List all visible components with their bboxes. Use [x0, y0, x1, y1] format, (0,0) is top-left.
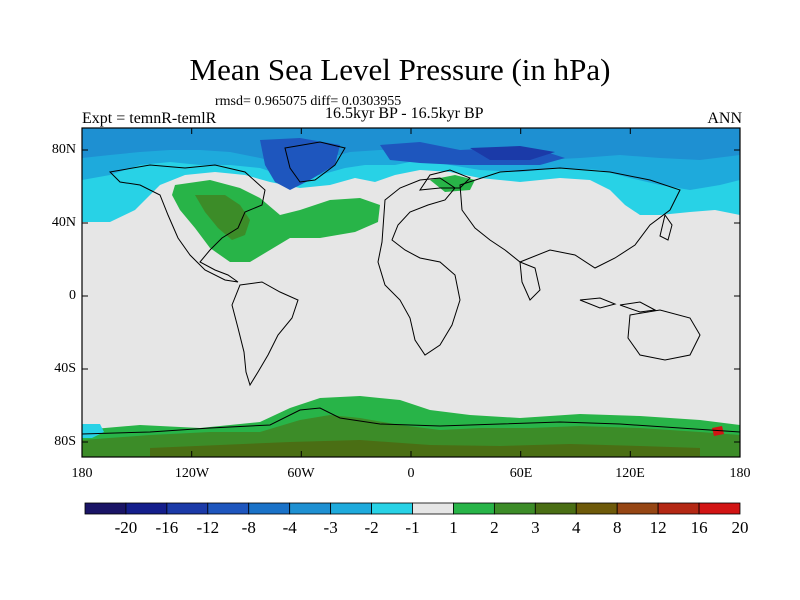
- lon-tick-label: 0: [407, 466, 415, 481]
- coastlines: [82, 141, 740, 435]
- colorbar-box: [125, 502, 168, 515]
- lon-tick-label: 180: [729, 466, 751, 481]
- season-label: ANN: [707, 110, 742, 127]
- colorbar-label: 12: [649, 518, 667, 537]
- colorbar-box: [657, 502, 700, 515]
- colorbar-box: [166, 502, 209, 515]
- lat-tick-label: 0: [69, 288, 76, 303]
- lon-tick-label: 60W: [287, 466, 315, 481]
- lat-tick-label: 80N: [51, 142, 76, 157]
- colorbar-label: -3: [323, 518, 338, 537]
- colorbar-box: [84, 502, 127, 515]
- colorbar-box: [493, 502, 536, 515]
- colorbar-label: -4: [282, 518, 297, 537]
- colorbar-label: -12: [196, 518, 220, 537]
- stats-text: rmsd= 0.965075 diff= 0.0303955: [215, 94, 402, 109]
- colorbar-label: 8: [612, 518, 622, 537]
- lat-tick-label: 40S: [54, 361, 76, 376]
- colorbar-box: [616, 502, 659, 515]
- anomaly-region-antarctic-brown: [150, 440, 700, 457]
- lon-tick-label: 120E: [615, 466, 645, 481]
- axis-ticks: [82, 128, 740, 457]
- colorbar-box: [207, 502, 250, 515]
- colorbar-label: 2: [490, 518, 499, 537]
- colorbar-box: [248, 502, 291, 515]
- anomaly-core-siberia: [470, 146, 555, 160]
- lon-tick-label: 180: [71, 466, 93, 481]
- map-title: Mean Sea Level Pressure (in hPa): [189, 52, 611, 87]
- colorbar-label: -16: [155, 518, 179, 537]
- experiment-label: Expt = temnR-temlR: [82, 110, 217, 127]
- colorbar-label: 3: [531, 518, 540, 537]
- colorbar-box: [412, 502, 454, 515]
- colorbar-box: [534, 502, 577, 515]
- anomaly-core-greenland: [260, 138, 340, 190]
- colorbar-label: 4: [572, 518, 581, 537]
- colorbar-box: [371, 502, 413, 515]
- period-label: 16.5kyr BP - 16.5kyr BP: [325, 105, 484, 122]
- colorbar-box: [575, 502, 618, 515]
- lon-tick-label: 120W: [174, 466, 210, 481]
- colorbar-label: -8: [241, 518, 256, 537]
- colorbar-box: [453, 502, 495, 515]
- lon-tick-label: 60E: [509, 466, 533, 481]
- colorbar-label: -1: [405, 518, 420, 537]
- colorbar-box: [698, 502, 741, 515]
- colorbar-label: 1: [449, 518, 458, 537]
- colorbar-label: -20: [114, 518, 138, 537]
- colorbar-box: [289, 502, 332, 515]
- lat-tick-label: 40N: [51, 215, 76, 230]
- colorbar-box: [330, 502, 372, 515]
- lat-tick-label: 80S: [54, 434, 76, 449]
- colorbar-label: 20: [731, 518, 749, 537]
- colorbar-label: -2: [364, 518, 379, 537]
- anomaly-spot-cyan-west: [82, 424, 104, 438]
- colorbar-label: 16: [690, 518, 708, 537]
